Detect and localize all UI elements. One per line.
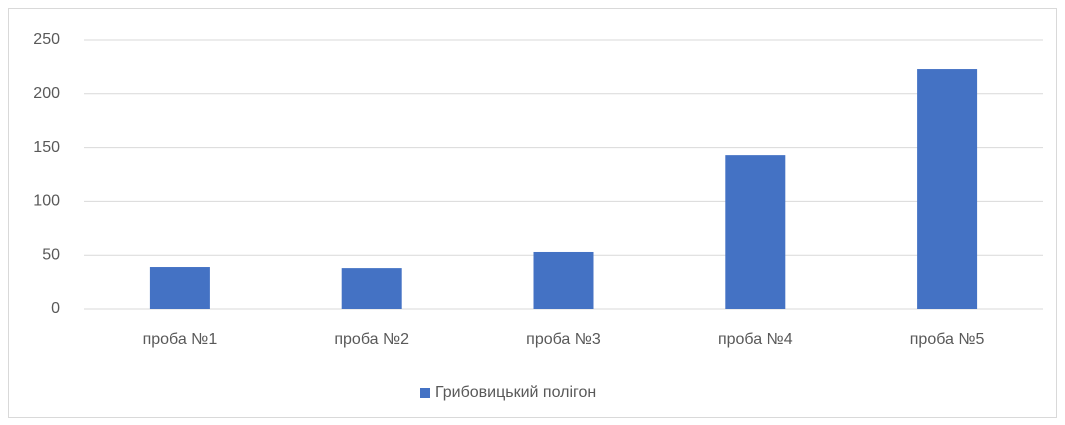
x-tick-label: проба №4 [718,331,793,348]
bar [917,69,978,309]
bar [533,251,594,309]
bar [725,155,786,309]
bar [341,268,402,309]
bar [149,267,210,309]
y-tick-label: 150 [33,139,60,156]
y-tick-label: 50 [42,246,60,263]
y-tick-label: 250 [33,31,60,48]
legend-label: Грибовицький полігон [435,384,596,401]
x-tick-label: проба №1 [143,331,218,348]
legend-swatch [420,388,430,398]
x-tick-label: проба №2 [334,331,409,348]
x-tick-label: проба №5 [910,331,985,348]
y-tick-label: 200 [33,85,60,102]
y-tick-label: 100 [33,193,60,210]
x-tick-label: проба №3 [526,331,601,348]
y-tick-label: 0 [51,300,60,317]
chart-border [8,8,1057,418]
